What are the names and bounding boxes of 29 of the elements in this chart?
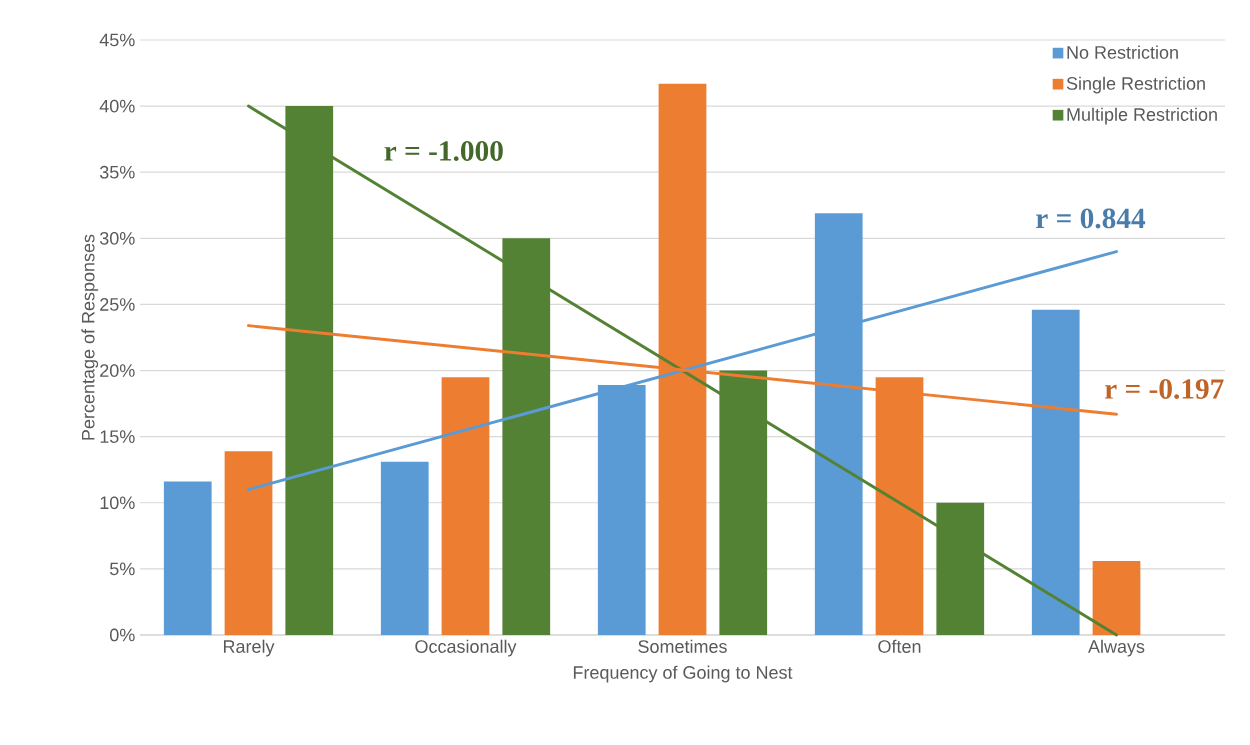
legend-label: No Restriction: [1067, 45, 1178, 59]
y-tick-label: 10%: [100, 496, 135, 510]
bar: [1031, 309, 1080, 635]
bar: [441, 377, 490, 635]
annotation: r = -1.000: [384, 141, 503, 162]
x-tick-label: Often: [878, 639, 921, 653]
legend-label: Multiple Restriction: [1067, 107, 1217, 125]
y-tick-label: 35%: [99, 165, 135, 179]
x-axis-title: Frequency of Going to Nest: [573, 665, 793, 683]
x-tick-label: Always: [1088, 639, 1145, 657]
x-tick-label: Sometimes: [638, 639, 727, 653]
y-tick-label: 20%: [100, 364, 135, 377]
y-tick-label: 30%: [99, 231, 135, 245]
bar: [380, 461, 429, 635]
y-axis-title: Percentage of Responses: [81, 234, 99, 440]
annotation: r = -0.197: [1104, 379, 1224, 400]
x-tick-label: Rarely: [223, 639, 275, 657]
legend-label: Single Restriction: [1066, 76, 1205, 94]
y-tick-label: 40%: [99, 99, 135, 113]
y-tick-label: 25%: [100, 298, 135, 311]
x-tick-label: Occasionally: [415, 639, 517, 657]
bar: [224, 451, 273, 635]
bar: [163, 481, 212, 635]
y-tick-label: 5%: [109, 562, 135, 576]
bar: [1092, 560, 1141, 635]
annotation: r = 0.844: [1036, 208, 1146, 229]
y-tick-label: 45%: [99, 33, 135, 47]
y-tick-label: 0%: [109, 628, 135, 642]
y-tick-label: 15%: [100, 430, 135, 443]
